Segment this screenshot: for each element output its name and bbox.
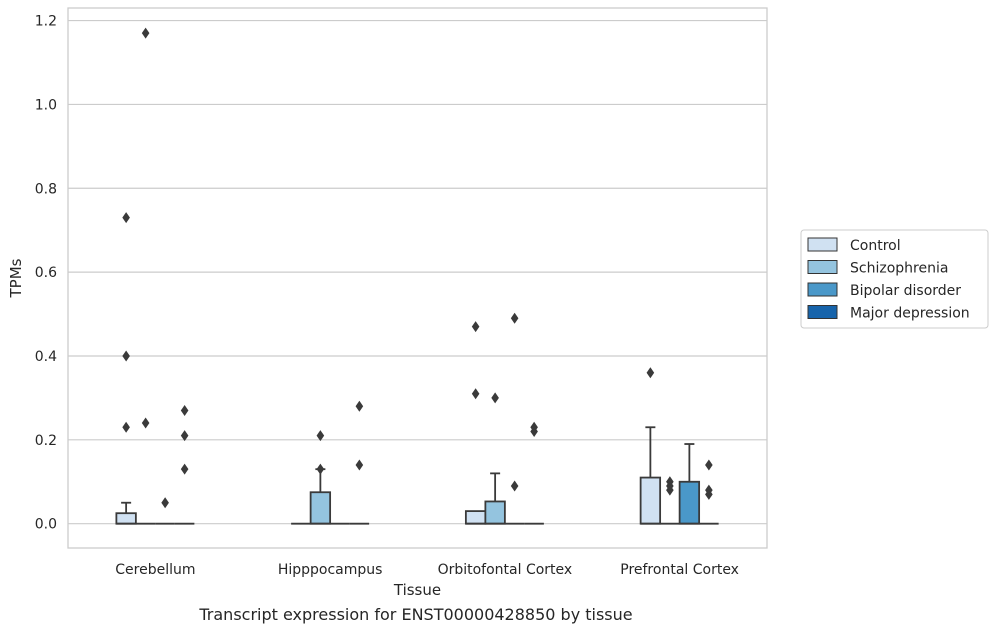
legend-frame [800,229,989,329]
outlier-point [491,392,499,404]
y-tick-label: 0.8 [35,181,57,197]
y-tick-label: 0.6 [35,265,57,281]
outlier-point [161,497,169,509]
outlier-point [180,463,189,475]
box-body [678,480,701,525]
legend-swatch [807,237,838,252]
outlier-point [141,417,150,429]
outlier-point [122,421,130,433]
y-tick-label: 0.4 [35,349,57,365]
outlier-point [666,476,674,488]
gridlines [68,19,767,525]
x-tick-label: Cerebellum [115,562,195,578]
x-axis-label: Tissue [393,581,441,599]
boxes [115,426,719,525]
outlier-point [355,459,364,471]
outlier-point [180,430,189,442]
plot-frame [67,7,768,549]
box-bipolar-disorder [678,443,701,525]
box-control [639,426,662,525]
outlier-point [355,400,364,412]
outlier-point [530,421,538,433]
legend-label: Bipolar disorder [850,283,961,299]
legend-swatch [807,305,838,319]
box-control [115,501,137,525]
box-control [464,510,487,525]
box-schizophrenia [309,468,332,525]
legend-label: Major depression [850,306,970,322]
legend-swatch [807,260,838,274]
y-tick-label: 0.2 [35,433,57,449]
outliers [122,27,713,509]
y-tick-label: 0.0 [35,517,57,533]
legend-swatch [807,282,838,297]
box-body [484,500,506,525]
y-tick-label: 1.0 [35,97,57,113]
outlier-point [316,430,325,442]
x-tick-label: Orbitofontal Cortex [438,562,573,578]
x-tick-label: Hipppocampus [278,562,383,578]
outlier-point [471,388,480,400]
outlier-point [510,480,519,492]
box-schizophrenia [484,472,506,525]
y-axis-label: TPMs [7,258,25,298]
outlier-point [180,404,189,416]
box-body [309,491,332,525]
legend: Control Schizophrenia Bipolar disorder Majo… [800,229,989,329]
chart-caption: Transcript expression for ENST0000042885… [199,605,633,624]
outlier-point [122,212,130,224]
x-tick-label: Prefrontal Cortex [620,562,739,578]
outlier-point [471,321,480,333]
box-body [115,512,137,525]
outlier-point [705,484,713,496]
outlier-point [316,463,325,475]
legend-label: Schizophrenia [850,261,948,277]
box-body [464,510,487,525]
box-body [639,476,662,525]
legend-label: Control [850,238,901,254]
y-tick-label: 1.2 [35,14,57,30]
outlier-point [646,367,655,379]
outlier-point [705,459,713,471]
outlier-point [141,27,150,39]
axis-ticks: 0.0 0.2 0.4 0.6 0.8 1.0 1.2 Cerebellum Hipppocam… [35,14,739,578]
outlier-point [122,350,130,362]
outlier-point [510,312,519,324]
